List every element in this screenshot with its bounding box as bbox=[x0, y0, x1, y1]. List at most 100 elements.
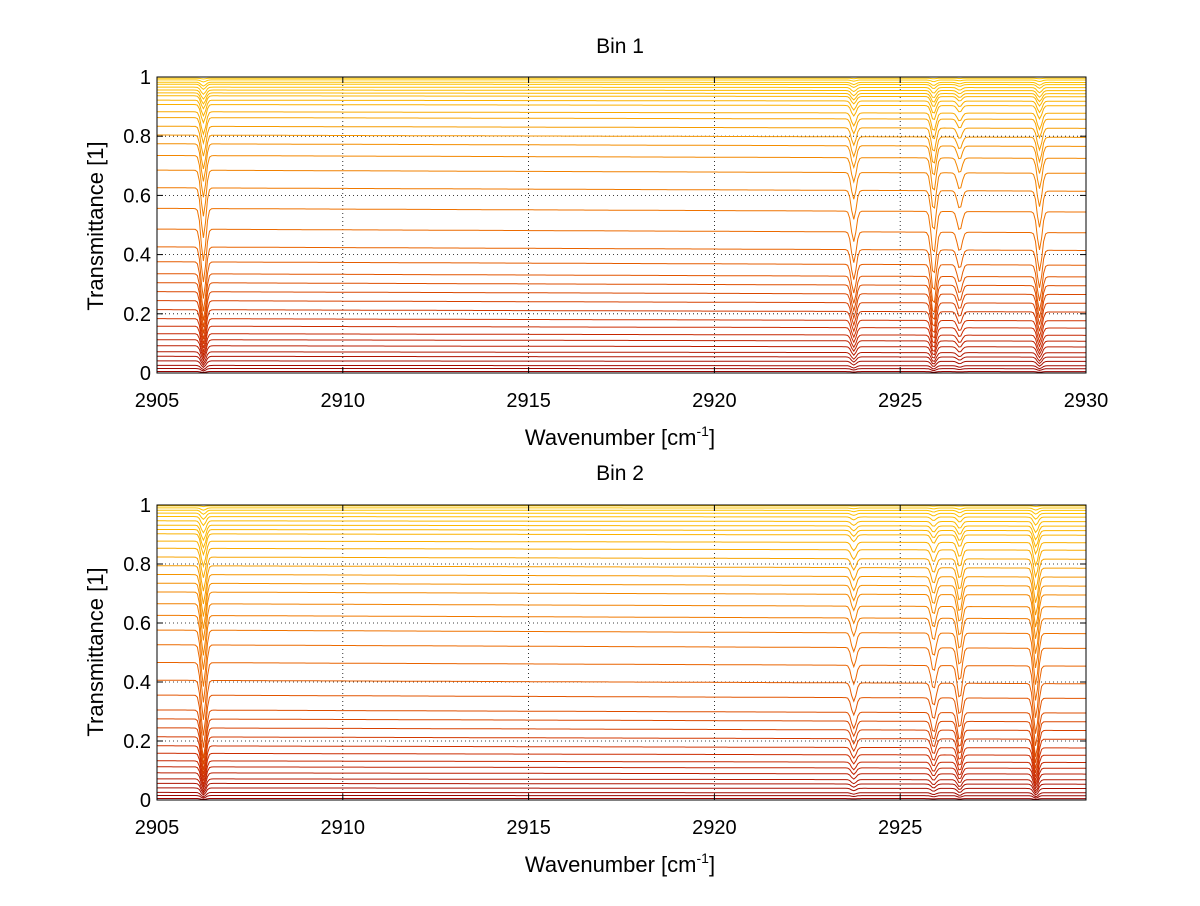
panel-bin-2: Bin 2 2905 2910 2915 2920 2925 0 0.2 0.4 0.6 0.8 1… bbox=[83, 462, 1087, 877]
series-line bbox=[157, 368, 1086, 372]
series-line bbox=[157, 300, 1086, 340]
y-tick-label: 0.2 bbox=[123, 731, 151, 753]
series-line bbox=[157, 261, 1086, 312]
x-axis-label-exponent: -1 bbox=[697, 850, 710, 866]
series-line bbox=[157, 92, 1086, 105]
x-axis-label-text: Wavenumber [cm bbox=[525, 425, 697, 450]
x-tick-label: 2920 bbox=[692, 390, 737, 412]
x-axis-label-exponent: -1 bbox=[697, 423, 710, 439]
chart-title: Bin 2 bbox=[596, 462, 644, 485]
series-line bbox=[156, 117, 1086, 146]
y-tick-label: 1 bbox=[140, 495, 151, 517]
series-line bbox=[157, 736, 1086, 775]
series-line bbox=[157, 520, 1086, 534]
series-line bbox=[157, 273, 1087, 321]
series-line bbox=[157, 207, 1086, 261]
series-line bbox=[157, 512, 1086, 520]
x-tick-label: 2915 bbox=[506, 817, 551, 839]
series-line bbox=[157, 325, 1086, 354]
series-line bbox=[156, 603, 1087, 656]
series-line bbox=[157, 718, 1086, 765]
series-line bbox=[157, 507, 1086, 511]
series-line bbox=[157, 99, 1086, 118]
series-line bbox=[157, 509, 1086, 515]
y-tick-label: 0.6 bbox=[123, 185, 151, 207]
series-line bbox=[157, 745, 1086, 778]
x-tick-label: 2915 bbox=[506, 390, 551, 412]
x-tick-label: 2925 bbox=[878, 390, 923, 412]
y-axis-label: Transmittance [1] bbox=[83, 567, 108, 736]
y-axis-label: Transmittance [1] bbox=[83, 141, 108, 310]
x-axis-label: Wavenumber [cm-1] bbox=[525, 423, 715, 450]
series-lines bbox=[156, 77, 1087, 373]
series-line bbox=[157, 524, 1086, 542]
y-tick-label: 0.4 bbox=[123, 672, 151, 694]
series-line bbox=[157, 345, 1086, 362]
series-line bbox=[157, 795, 1086, 799]
series-line bbox=[157, 614, 1086, 670]
series-line bbox=[157, 752, 1086, 782]
series-line bbox=[157, 81, 1086, 87]
series-line bbox=[157, 318, 1086, 349]
series-line bbox=[157, 662, 1086, 720]
series-line bbox=[156, 629, 1087, 687]
series-line bbox=[157, 134, 1086, 170]
x-tick-label: 2920 bbox=[692, 817, 737, 839]
series-line bbox=[157, 591, 1086, 641]
y-tick-label: 0.4 bbox=[123, 245, 151, 267]
series-line bbox=[157, 143, 1086, 182]
axis-ticks: 2905 2910 2915 2920 2925 0 0.2 0.4 0.6 0.8 1 bbox=[123, 495, 1086, 839]
series-line bbox=[157, 111, 1086, 136]
series-line bbox=[157, 679, 1086, 736]
series-line bbox=[157, 529, 1086, 549]
series-line bbox=[157, 772, 1086, 791]
series-line bbox=[157, 565, 1086, 605]
x-tick-label: 2925 bbox=[878, 817, 923, 839]
series-line bbox=[157, 540, 1086, 569]
series-line bbox=[157, 291, 1086, 334]
series-line bbox=[157, 791, 1086, 798]
series-line bbox=[157, 778, 1086, 793]
series-line bbox=[157, 246, 1086, 299]
series-line bbox=[157, 228, 1086, 283]
series-line bbox=[157, 798, 1086, 800]
series-line bbox=[157, 582, 1086, 629]
series-line bbox=[157, 155, 1086, 198]
series-line bbox=[156, 282, 1087, 328]
series-line bbox=[157, 694, 1086, 748]
y-tick-label: 1 bbox=[140, 67, 151, 89]
series-line bbox=[157, 766, 1086, 788]
series-line bbox=[157, 104, 1086, 125]
y-tick-label: 0.2 bbox=[123, 304, 151, 326]
x-axis-label: Wavenumber [cm-1] bbox=[525, 850, 715, 877]
series-line bbox=[157, 169, 1086, 217]
series-line bbox=[157, 89, 1086, 100]
series-line bbox=[157, 505, 1086, 508]
series-line bbox=[157, 333, 1086, 357]
series-line bbox=[157, 364, 1086, 371]
series-line bbox=[157, 516, 1086, 527]
y-tick-label: 0 bbox=[140, 790, 151, 812]
y-tick-label: 0.8 bbox=[123, 554, 151, 576]
series-lines bbox=[156, 505, 1087, 800]
series-line bbox=[157, 760, 1086, 786]
series-line bbox=[157, 355, 1086, 367]
y-tick-label: 0 bbox=[140, 363, 151, 385]
x-tick-label: 2905 bbox=[135, 390, 180, 412]
series-line bbox=[157, 125, 1086, 157]
series-line bbox=[157, 86, 1086, 96]
series-line bbox=[157, 782, 1086, 795]
x-tick-label: 2930 bbox=[1064, 390, 1109, 412]
series-line bbox=[157, 79, 1086, 83]
series-line bbox=[157, 556, 1086, 592]
series-line bbox=[157, 360, 1086, 369]
series-line bbox=[157, 309, 1086, 344]
series-line bbox=[157, 95, 1086, 110]
series-line bbox=[157, 547, 1086, 579]
series-line bbox=[157, 574, 1086, 617]
x-tick-label: 2910 bbox=[321, 817, 366, 839]
x-axis-label-text: Wavenumber [cm bbox=[525, 852, 697, 877]
series-line bbox=[157, 83, 1086, 91]
panel-bin-1: Bin 1 2905 2910 2915 2920 2925 2930 0 0.2 0.4 0.6… bbox=[83, 35, 1108, 450]
